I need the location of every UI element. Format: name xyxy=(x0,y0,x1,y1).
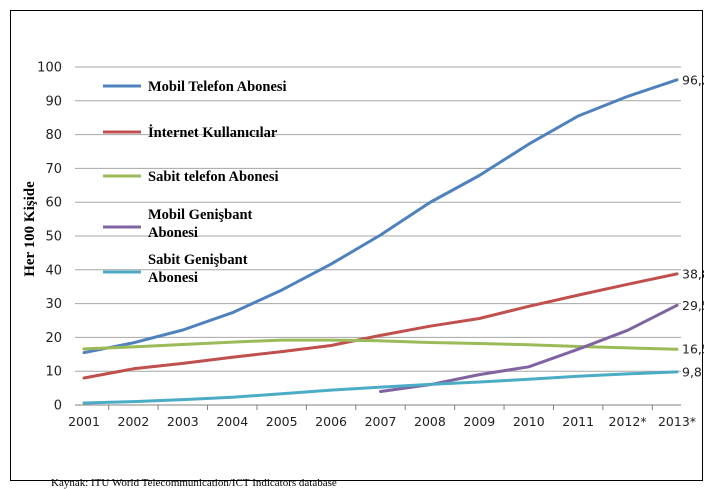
end-value-label: 96,2 xyxy=(682,72,704,87)
x-tick-label: 2002 xyxy=(118,414,150,429)
series-line-1 xyxy=(82,78,679,355)
x-tick-label: 2005 xyxy=(266,414,298,429)
series-line-2 xyxy=(82,272,679,380)
legend-label: Mobil Genişbant xyxy=(148,207,253,223)
x-tick-label: 2006 xyxy=(315,414,347,429)
source-note: Kaynak: ITU World Telecommunication/ICT … xyxy=(51,477,337,489)
y-tick-label: 50 xyxy=(45,230,62,245)
axes: 0 10 20 30 40 50 60 70 80 90 100 2001 2002 2003 2004 20… xyxy=(37,61,696,430)
legend-label: İnternet Kullanıcılar xyxy=(148,124,278,141)
chart-frame: 0 10 20 30 40 50 60 70 80 90 100 2001 2002 2003 2004 20… xyxy=(10,10,704,489)
end-labels: 96,2 38,8 16,5 29,5 9,8 xyxy=(682,72,704,379)
end-value-label: 9,8 xyxy=(682,364,702,379)
series-line-5 xyxy=(82,370,679,405)
end-value-label: 16,5 xyxy=(682,342,704,357)
y-tick-label: 20 xyxy=(45,331,62,346)
x-tick-label: 2004 xyxy=(216,414,248,429)
legend-label: Abonesi xyxy=(148,225,198,241)
x-tick-label: 2011 xyxy=(562,414,594,429)
x-tick-label: 2001 xyxy=(68,414,100,429)
y-tick-label: 30 xyxy=(45,297,62,312)
legend: Mobil Telefon Abonesi İnternet Kullanıcıl… xyxy=(103,79,287,286)
line-chart: 0 10 20 30 40 50 60 70 80 90 100 2001 2002 2003 2004 20… xyxy=(22,61,704,430)
series-line-3 xyxy=(82,338,679,351)
y-tick-label: 10 xyxy=(45,365,62,380)
y-tick-label: 40 xyxy=(45,263,62,278)
y-tick-label: 80 xyxy=(45,128,62,143)
x-tick-label: 2010 xyxy=(513,414,545,429)
y-tick-label: 70 xyxy=(45,162,62,177)
legend-label: Sabit Genişbant xyxy=(148,252,248,268)
end-value-label: 38,8 xyxy=(682,266,704,281)
legend-label: Mobil Telefon Abonesi xyxy=(148,79,287,95)
x-tick-label: 2012* xyxy=(609,414,647,429)
y-axis-label: Her 100 Kişide xyxy=(22,181,38,277)
y-tick-label: 100 xyxy=(37,61,62,76)
x-tick-label: 2013* xyxy=(658,414,696,429)
x-tick-label: 2009 xyxy=(463,414,495,429)
end-value-label: 29,5 xyxy=(682,298,704,313)
x-tick-label: 2007 xyxy=(365,414,397,429)
y-tick-label: 0 xyxy=(54,399,62,414)
series-lines xyxy=(82,78,679,405)
legend-label: Sabit telefon Abonesi xyxy=(148,169,279,185)
x-tick-label: 2003 xyxy=(167,414,199,429)
x-tick-label: 2008 xyxy=(414,414,446,429)
legend-label: Abonesi xyxy=(148,270,198,286)
y-tick-label: 90 xyxy=(45,94,62,109)
y-tick-label: 60 xyxy=(45,196,62,211)
